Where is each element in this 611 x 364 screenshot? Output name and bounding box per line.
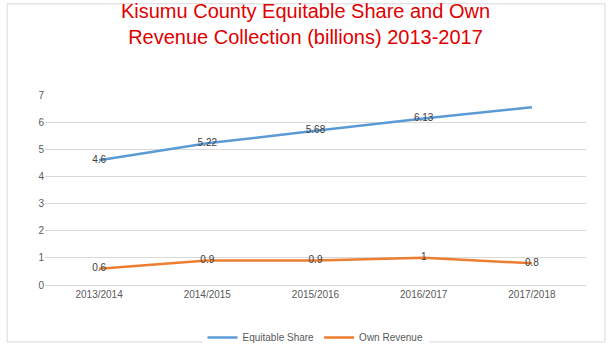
svg-text:2: 2	[38, 225, 44, 236]
svg-text:5.68: 5.68	[306, 124, 326, 135]
svg-text:Kisumu County Equitable Share: Kisumu County Equitable Share and OwnRev…	[121, 0, 490, 48]
svg-text:7: 7	[38, 90, 44, 101]
svg-text:4: 4	[38, 171, 44, 182]
svg-text:6.13: 6.13	[414, 112, 434, 123]
svg-text:Own Revenue: Own Revenue	[359, 332, 423, 343]
svg-text:5: 5	[38, 144, 44, 155]
svg-text:0.9: 0.9	[309, 254, 323, 265]
svg-text:5.22: 5.22	[198, 137, 218, 148]
svg-text:1: 1	[38, 252, 44, 263]
svg-text:0.9: 0.9	[200, 254, 214, 265]
svg-text:0.6: 0.6	[92, 262, 106, 273]
svg-text:2013/2014: 2013/2014	[75, 289, 123, 300]
svg-text:2017/2018: 2017/2018	[508, 289, 556, 300]
svg-text:4.6: 4.6	[92, 154, 106, 165]
svg-text:2014/2015: 2014/2015	[184, 289, 232, 300]
svg-text:0.8: 0.8	[525, 257, 539, 268]
svg-text:Equitable Share: Equitable Share	[243, 332, 315, 343]
svg-text:1: 1	[421, 251, 427, 262]
svg-text:3: 3	[38, 198, 44, 209]
svg-text:0: 0	[38, 280, 44, 291]
svg-text:2015/2016: 2015/2016	[292, 289, 340, 300]
svg-text:6: 6	[38, 117, 44, 128]
svg-text:2016/2017: 2016/2017	[400, 289, 448, 300]
